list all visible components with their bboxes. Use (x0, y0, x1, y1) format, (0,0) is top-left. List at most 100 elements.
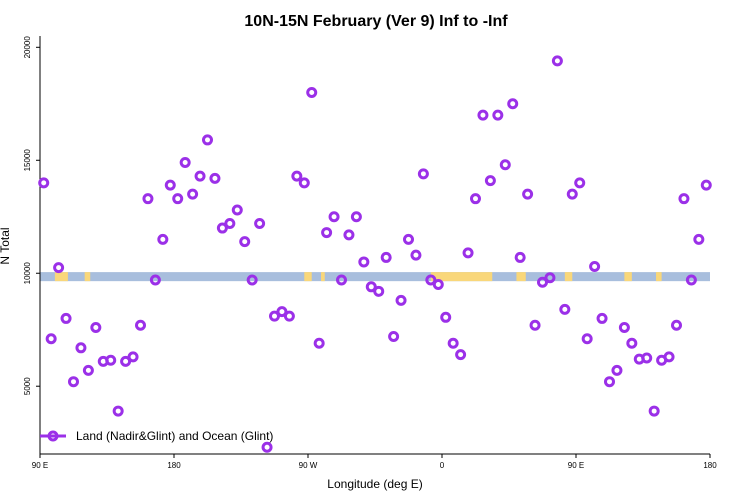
data-point (507, 98, 519, 110)
data-point (254, 218, 266, 230)
data-point (298, 177, 310, 189)
data-point (626, 337, 638, 349)
data-point (53, 262, 65, 274)
data-point (246, 274, 258, 286)
data-point (261, 441, 273, 453)
data-point (529, 319, 541, 331)
data-point (648, 405, 660, 417)
land-segment (564, 272, 573, 282)
ocean-band (40, 272, 710, 282)
data-point (581, 333, 593, 345)
land-segment (321, 272, 325, 282)
data-point (373, 285, 385, 297)
land-segment (54, 272, 68, 282)
data-point (187, 188, 199, 200)
data-point (484, 175, 496, 187)
data-point (276, 306, 288, 318)
data-point (395, 294, 407, 306)
data-point (172, 193, 184, 205)
data-point (432, 279, 444, 291)
data-point (209, 172, 221, 184)
y-tick-label: 10000 (23, 262, 32, 285)
data-point (149, 274, 161, 286)
land-segment (430, 272, 493, 282)
data-point (350, 211, 362, 223)
data-point (120, 355, 132, 367)
data-point (514, 251, 526, 263)
data-point (105, 354, 117, 366)
data-point (596, 312, 608, 324)
data-point (492, 109, 504, 121)
data-point (358, 256, 370, 268)
x-axis-label: Longitude (deg E) (327, 477, 422, 491)
land-segment (656, 272, 662, 282)
y-tick-label: 15000 (23, 149, 32, 172)
ocean-land-band (40, 272, 710, 282)
y-tick-label: 20000 (23, 36, 32, 59)
x-tick-label: 90 E (32, 461, 48, 470)
data-point (499, 159, 511, 171)
data-point (455, 349, 467, 361)
land-segment (304, 272, 312, 282)
data-point (440, 311, 452, 323)
y-axis-label: N Total (0, 227, 12, 264)
data-point (365, 281, 377, 293)
data-point (403, 233, 414, 245)
data-point (112, 405, 124, 417)
data-point (343, 229, 355, 241)
y-tick-label: 5000 (23, 377, 32, 395)
x-tick-label: 180 (703, 461, 717, 470)
land-segment (84, 272, 91, 282)
data-point (202, 134, 213, 146)
legend-label: Land (Nadir&Glint) and Ocean (Glint) (76, 429, 273, 443)
x-tick-label: 90 E (568, 461, 584, 470)
data-point (380, 251, 392, 263)
data-point (425, 274, 437, 286)
land-segment (624, 272, 632, 282)
data-point (574, 177, 586, 189)
legend: Land (Nadir&Glint) and Ocean (Glint) (40, 429, 273, 443)
data-point (559, 303, 571, 315)
data-point (60, 312, 72, 324)
data-point (45, 333, 57, 345)
data-point (239, 236, 251, 248)
data-point (157, 233, 169, 245)
data-point (551, 55, 563, 67)
data-point (291, 170, 303, 182)
land-segment (516, 272, 526, 282)
data-point (470, 193, 481, 205)
data-point (589, 260, 601, 272)
data-point (75, 342, 87, 354)
x-tick-label: 0 (440, 461, 445, 470)
data-point (537, 276, 548, 288)
data-point (135, 319, 146, 331)
data-point (700, 179, 712, 191)
data-point (678, 193, 690, 205)
data-point (38, 177, 50, 189)
data-point (462, 247, 474, 259)
data-point (336, 274, 347, 286)
data-points (38, 55, 712, 453)
data-point (663, 351, 675, 363)
data-point (328, 211, 340, 223)
data-point (671, 319, 682, 331)
data-point (522, 188, 534, 200)
data-point (313, 337, 325, 349)
data-point (410, 249, 422, 261)
data-point (194, 170, 206, 182)
data-point (127, 351, 139, 363)
data-point (90, 321, 102, 333)
data-point (269, 310, 280, 322)
data-point (68, 376, 79, 388)
data-point (321, 227, 333, 239)
data-point (685, 274, 697, 286)
x-tick-label: 180 (167, 461, 181, 470)
axes: 90 E 180 90 W 0 90 E 180 5000 10000 15000 20000 (23, 36, 717, 470)
data-point (306, 86, 318, 98)
data-point (604, 376, 615, 388)
data-point (544, 272, 556, 284)
x-tick-label: 90 W (299, 461, 318, 470)
data-point (618, 321, 630, 333)
data-point (641, 352, 653, 364)
